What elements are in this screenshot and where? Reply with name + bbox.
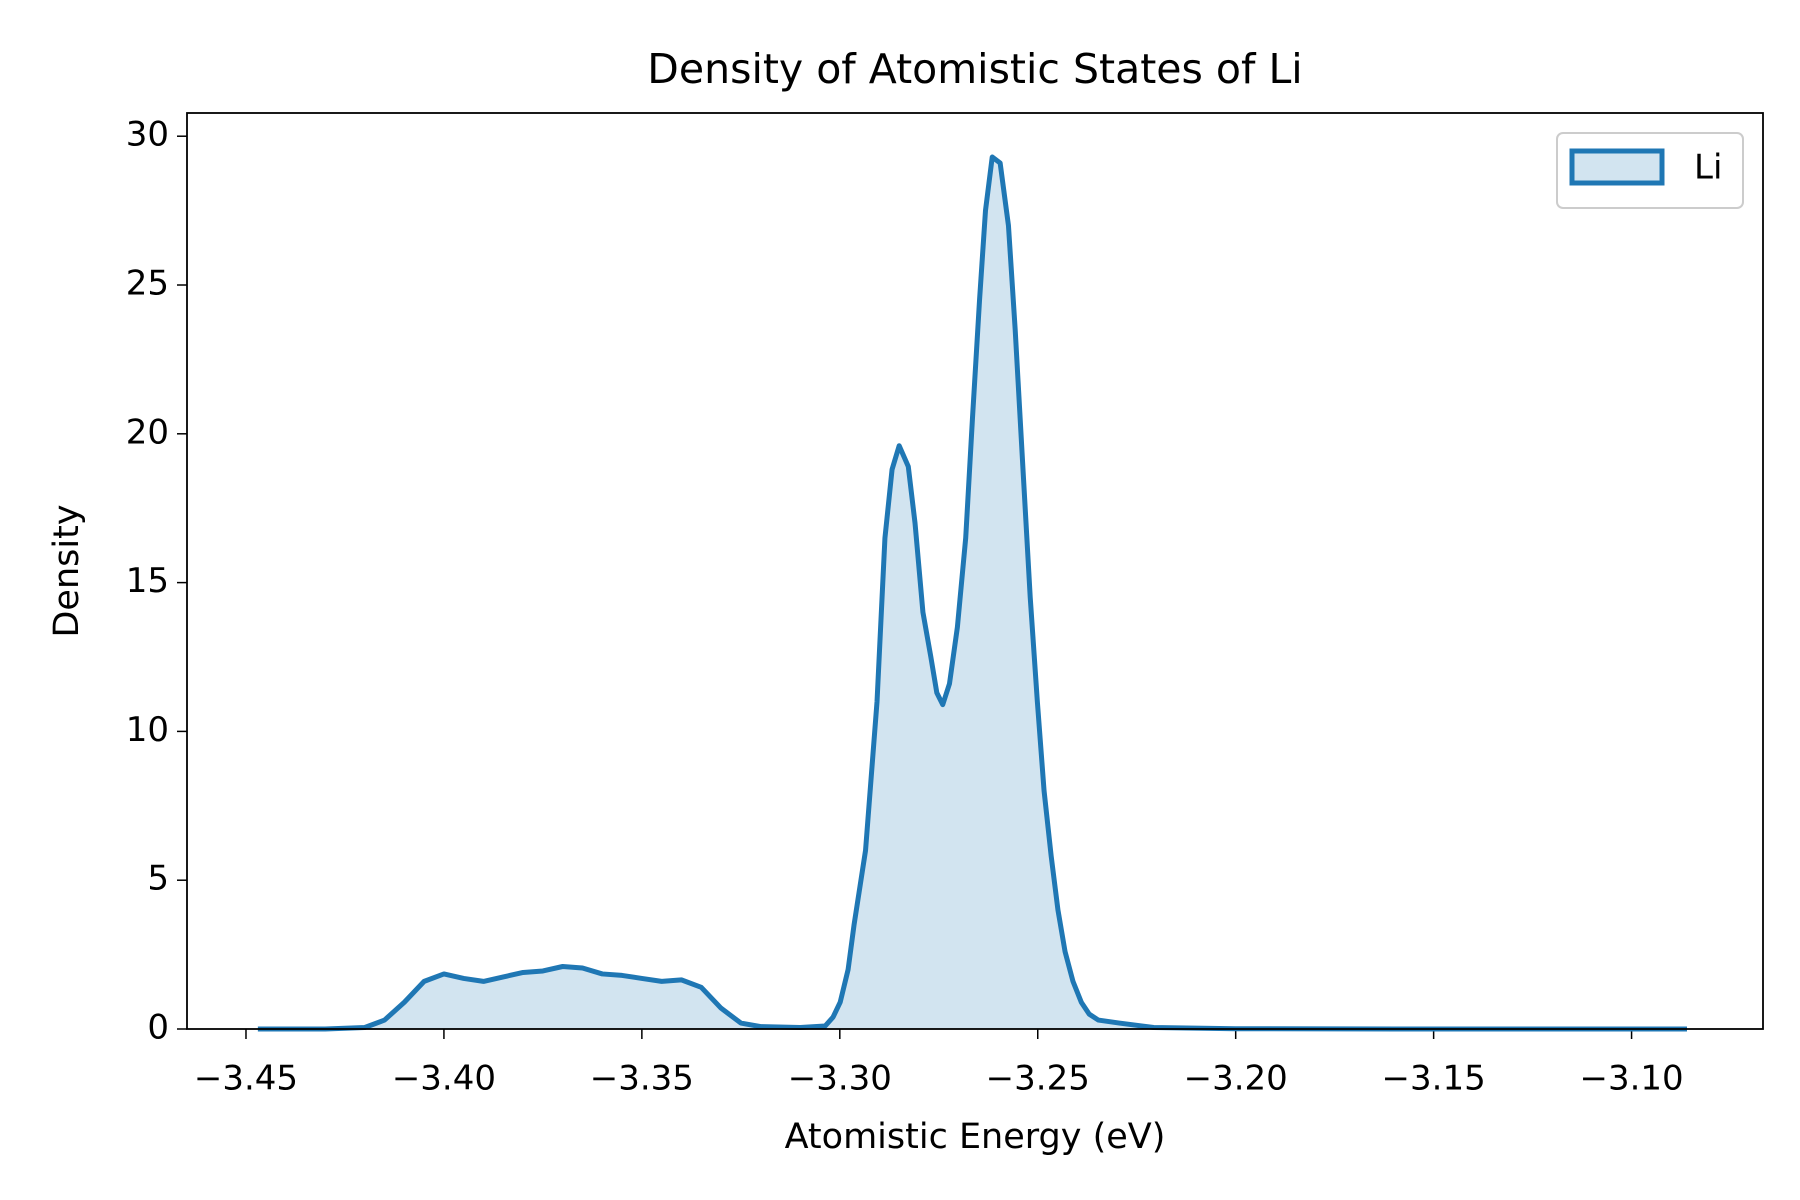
x-tick-label: −3.25: [986, 1059, 1090, 1099]
legend-label: Li: [1694, 148, 1722, 188]
legend-swatch: [1569, 148, 1665, 186]
x-tick-label: −3.35: [590, 1059, 694, 1099]
x-tick-label: −3.15: [1382, 1059, 1486, 1099]
chart-title: Density of Atomistic States of Li: [647, 45, 1302, 93]
y-tick-label: 5: [147, 859, 169, 899]
y-axis-label: Density: [47, 504, 87, 637]
x-tick-label: −3.20: [1184, 1059, 1288, 1099]
y-tick-label: 15: [126, 561, 169, 601]
area-line: [257, 154, 1687, 1032]
y-tick-label: 30: [126, 115, 169, 155]
y-tick-label: 0: [147, 1008, 169, 1048]
legend: Li: [1556, 132, 1744, 209]
y-tick-label: 10: [126, 710, 169, 750]
x-tick-label: −3.40: [392, 1059, 496, 1099]
y-tick-label: 25: [126, 264, 169, 304]
x-tick-label: −3.10: [1579, 1059, 1683, 1099]
area-fill: [257, 157, 1687, 1030]
x-tick-label: −3.45: [194, 1059, 298, 1099]
plot-frame: [186, 112, 1764, 1030]
x-axis-label: Atomistic Energy (eV): [785, 1117, 1166, 1157]
x-tick-label: −3.30: [788, 1059, 892, 1099]
y-tick-label: 20: [126, 412, 169, 452]
